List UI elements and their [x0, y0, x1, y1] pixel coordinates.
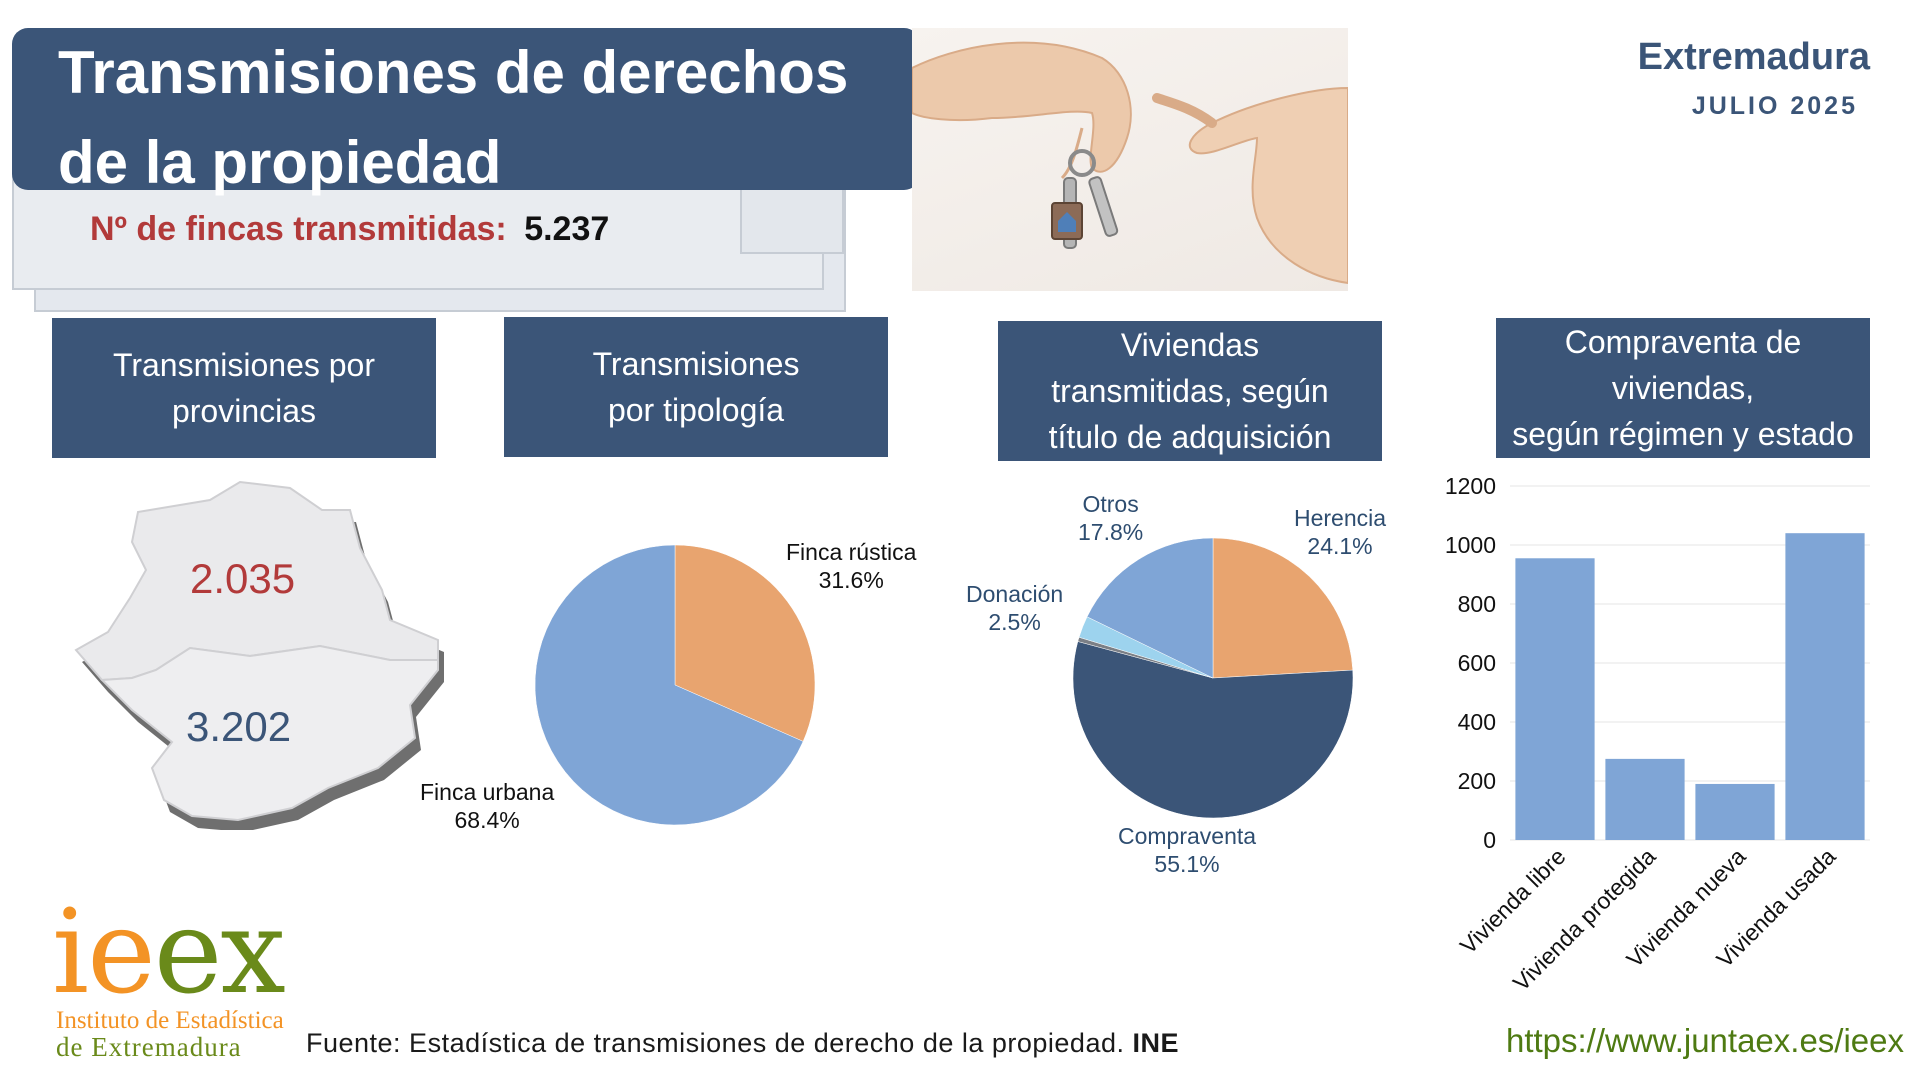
- extremadura-map: [74, 480, 444, 830]
- bar-3: [1785, 533, 1865, 840]
- bar-2: [1695, 783, 1775, 840]
- logo-letter-e2: e: [153, 885, 223, 1020]
- pie2-label-donacion: Donación 2.5%: [966, 580, 1063, 636]
- section-header-titulo: Viviendas transmitidas, según título de …: [998, 321, 1382, 461]
- badajoz-value: 3.202: [186, 703, 292, 750]
- website-link[interactable]: https://www.juntaex.es/ieex: [1505, 1022, 1904, 1059]
- tipologia-pie-chart: [534, 544, 816, 826]
- pie1-label-rustica: Finca rústica 31.6%: [786, 538, 916, 594]
- pie1-label-urbana-value: 68.4%: [454, 807, 520, 833]
- pie2-label-otros: Otros 17.8%: [1078, 490, 1143, 546]
- pie1-label-rustica-value: 31.6%: [818, 567, 884, 593]
- pie2-label-herencia: Herencia 24.1%: [1294, 504, 1386, 560]
- fincas-value: 5.237: [524, 210, 610, 248]
- map-badajoz: [99, 644, 439, 822]
- pie1-label-urbana-name: Finca urbana: [420, 779, 555, 805]
- pie2-label-herencia-value: 24.1%: [1307, 533, 1373, 559]
- region-name: Extremadura: [1637, 36, 1870, 78]
- bar-ytick-6: 1200: [1445, 473, 1496, 499]
- section-header-tipologia: Transmisiones por tipología: [504, 317, 888, 457]
- logo-line-2: de Extremadura: [56, 1032, 242, 1062]
- pie2-label-donacion-value: 2.5%: [988, 609, 1041, 635]
- logo-letter-x: x: [220, 885, 285, 1020]
- pie1-slice-1: [534, 544, 804, 826]
- pie1-label-urbana: Finca urbana 68.4%: [420, 778, 554, 834]
- source-note: Fuente: Estadística de transmisiones de …: [306, 1028, 1179, 1059]
- source-text: Fuente: Estadística de transmisiones de …: [306, 1028, 1133, 1058]
- report-date: JULIO 2025: [1691, 92, 1858, 120]
- pie2-label-compraventa-value: 55.1%: [1154, 851, 1220, 877]
- titulo-pie-chart: [1072, 537, 1354, 819]
- pie2-slice-1: [1072, 641, 1354, 819]
- logo-letter-i: i: [52, 885, 89, 1020]
- logo-letter-e1: e: [87, 885, 156, 1020]
- bar-ytick-2: 400: [1458, 709, 1496, 735]
- ieex-logo: ieex: [52, 895, 286, 1011]
- source-ine: INE: [1132, 1028, 1179, 1058]
- pie2-slice-0: [1212, 537, 1354, 679]
- bar-ytick-3: 600: [1458, 650, 1496, 676]
- bar-1: [1605, 758, 1685, 840]
- key-ring-icon: [1068, 149, 1096, 177]
- pie2-label-otros-value: 17.8%: [1078, 519, 1144, 545]
- keys-handover-illustration: [912, 41, 1348, 285]
- bar-0: [1515, 558, 1595, 840]
- fincas-label: Nº de fincas transmitidas:: [90, 210, 507, 248]
- logo-line-1: Instituto de Estadística: [56, 1007, 284, 1034]
- bar-ytick-4: 800: [1458, 591, 1496, 617]
- pie2-label-donacion-name: Donación: [966, 581, 1064, 607]
- left-hand-icon: [912, 41, 1132, 173]
- pie1-label-rustica-name: Finca rústica: [786, 539, 917, 565]
- pie2-label-compraventa: Compraventa 55.1%: [1118, 822, 1256, 878]
- pie2-label-herencia-name: Herencia: [1294, 505, 1387, 531]
- keys-handover-photo: [912, 28, 1348, 291]
- pie2-label-compraventa-name: Compraventa: [1118, 823, 1257, 849]
- bar-ytick-5: 1000: [1445, 532, 1496, 558]
- right-hand-icon: [1188, 86, 1348, 285]
- bar-ytick-0: 0: [1483, 827, 1496, 853]
- pie2-slice-4: [1086, 537, 1214, 679]
- section-header-provincias: Transmisiones por provincias: [52, 318, 436, 458]
- section-header-regimen: Compraventa de viviendas, según régimen …: [1496, 318, 1870, 458]
- pie1-slice-0: [674, 544, 816, 742]
- pie2-label-otros-name: Otros: [1082, 491, 1139, 517]
- bar-ytick-1: 200: [1458, 768, 1496, 794]
- caceres-value: 2.035: [190, 555, 296, 602]
- page-title: Transmisiones de derechos de la propieda…: [58, 39, 849, 196]
- title-banner: [12, 28, 920, 190]
- fincas-count: Nº de fincas transmitidas: 5.237: [90, 210, 609, 249]
